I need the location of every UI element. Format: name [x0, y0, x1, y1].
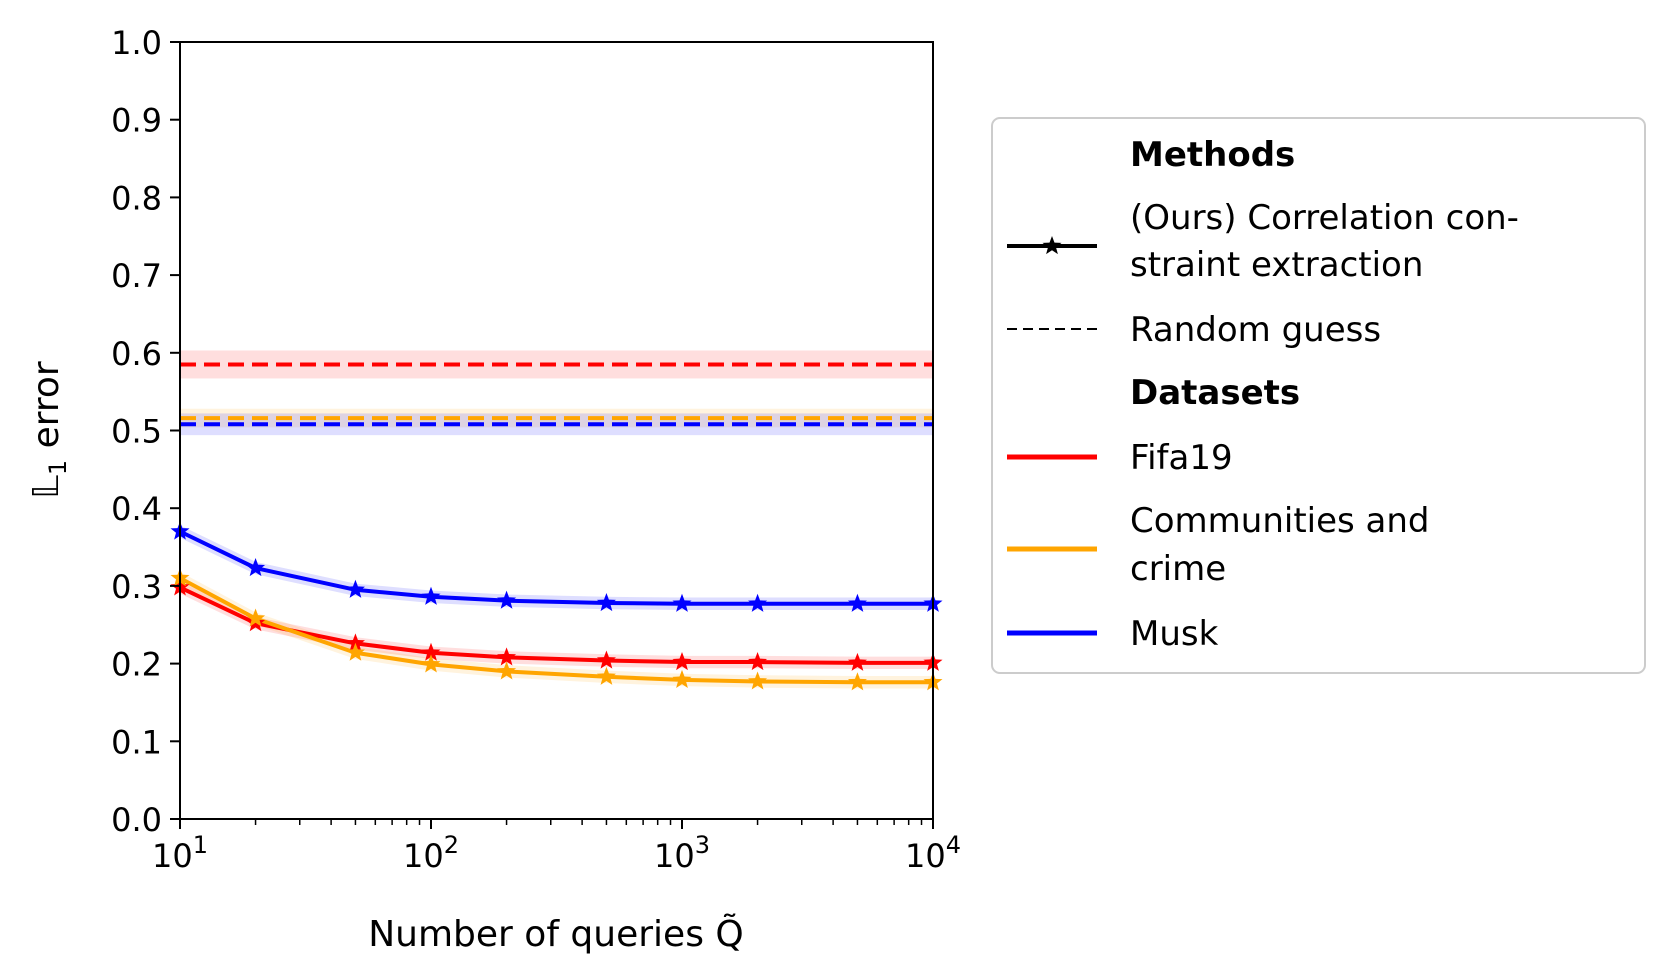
y-axis: 0.0 0.1 0.2 0.3 0.4 0.5 0.6 0.7 0.8 0.9 1.0	[111, 24, 180, 839]
series-band-fifa19	[180, 581, 933, 670]
data-point-fifa19-2	[345, 633, 365, 652]
data-point-communities-and-crime-3	[421, 654, 441, 673]
data-point-fifa19-8	[847, 652, 867, 671]
x-tick-label-0: 101	[152, 831, 208, 875]
series-lines	[179, 529, 933, 685]
random-guess-bands	[180, 350, 933, 436]
y-tick-label-4: 0.4	[111, 490, 162, 528]
data-point-communities-and-crime-2	[345, 642, 365, 661]
legend-communities-label-line1: Communities and	[1130, 501, 1430, 541]
x-tick-label-1: 102	[403, 831, 459, 875]
data-point-communities-and-crime-5	[596, 666, 616, 685]
x-tick-label-3: 104	[905, 831, 961, 875]
y-tick-label-3: 0.3	[111, 568, 162, 606]
data-point-musk-7	[748, 593, 768, 612]
data-point-musk-3	[421, 586, 441, 605]
series-line-fifa19	[179, 585, 933, 665]
y-tick-label-0: 0.0	[111, 801, 162, 839]
legend-communities-label-line2: crime	[1130, 549, 1226, 589]
legend-methods-title: Methods	[1130, 135, 1295, 175]
data-point-musk-4	[497, 590, 517, 609]
y-tick-label-1: 0.1	[111, 723, 162, 761]
random-guess-band-musk	[180, 413, 933, 436]
y-tick-label-2: 0.2	[111, 646, 162, 684]
legend-datasets-title: Datasets	[1130, 373, 1300, 413]
legend-musk-label: Musk	[1130, 614, 1219, 654]
x-tick-label-2: 103	[654, 831, 710, 875]
data-point-communities-and-crime-7	[748, 671, 768, 690]
data-point-communities-and-crime-4	[497, 661, 517, 680]
data-point-musk-6	[672, 593, 692, 612]
data-point-communities-and-crime-6	[672, 669, 692, 689]
data-point-fifa19-6	[672, 652, 692, 671]
y-tick-label-8: 0.8	[111, 179, 162, 217]
data-point-musk-8	[847, 593, 867, 612]
x-axis-label: Number of queries Q̃	[368, 913, 744, 955]
legend-fifa19-label: Fifa19	[1130, 438, 1233, 478]
y-tick-label-5: 0.5	[111, 413, 162, 451]
series-band-musk	[180, 525, 933, 610]
data-point-fifa19-5	[596, 650, 616, 669]
series-line-musk	[179, 529, 933, 606]
random-guess-lines	[180, 362, 933, 427]
data-point-musk-1	[246, 558, 266, 577]
legend-box	[991, 117, 1646, 674]
series-line-communities-and-crime	[179, 576, 933, 685]
data-point-communities-and-crime-8	[847, 672, 867, 691]
legend-ours-star-icon	[1042, 236, 1062, 255]
y-tick-label-7: 0.7	[111, 257, 162, 295]
y-axis-label: 𝕃1 error	[26, 361, 72, 499]
data-point-fifa19-4	[497, 647, 517, 666]
series-uncertainty-bands	[180, 525, 933, 689]
data-point-fifa19-3	[421, 642, 441, 661]
legend-ours-label-line1: (Ours) Correlation con-	[1130, 198, 1519, 238]
random-guess-band-fifa19	[180, 350, 933, 379]
y-tick-label-10: 1.0	[111, 24, 162, 62]
data-point-fifa19-7	[748, 652, 768, 671]
data-point-communities-and-crime-1	[246, 608, 266, 627]
y-tick-label-6: 0.6	[111, 335, 162, 373]
x-axis: 101 102 103 104	[152, 819, 961, 875]
series-band-communities-and-crime	[180, 571, 933, 689]
legend-random-label: Random guess	[1130, 310, 1381, 350]
data-point-musk-5	[596, 592, 616, 612]
y-tick-label-9: 0.9	[111, 102, 162, 140]
data-point-musk-2	[345, 579, 365, 598]
legend: Methods (Ours) Correlation con- straint …	[991, 117, 1646, 674]
legend-ours-label-line2: straint extraction	[1130, 245, 1423, 285]
